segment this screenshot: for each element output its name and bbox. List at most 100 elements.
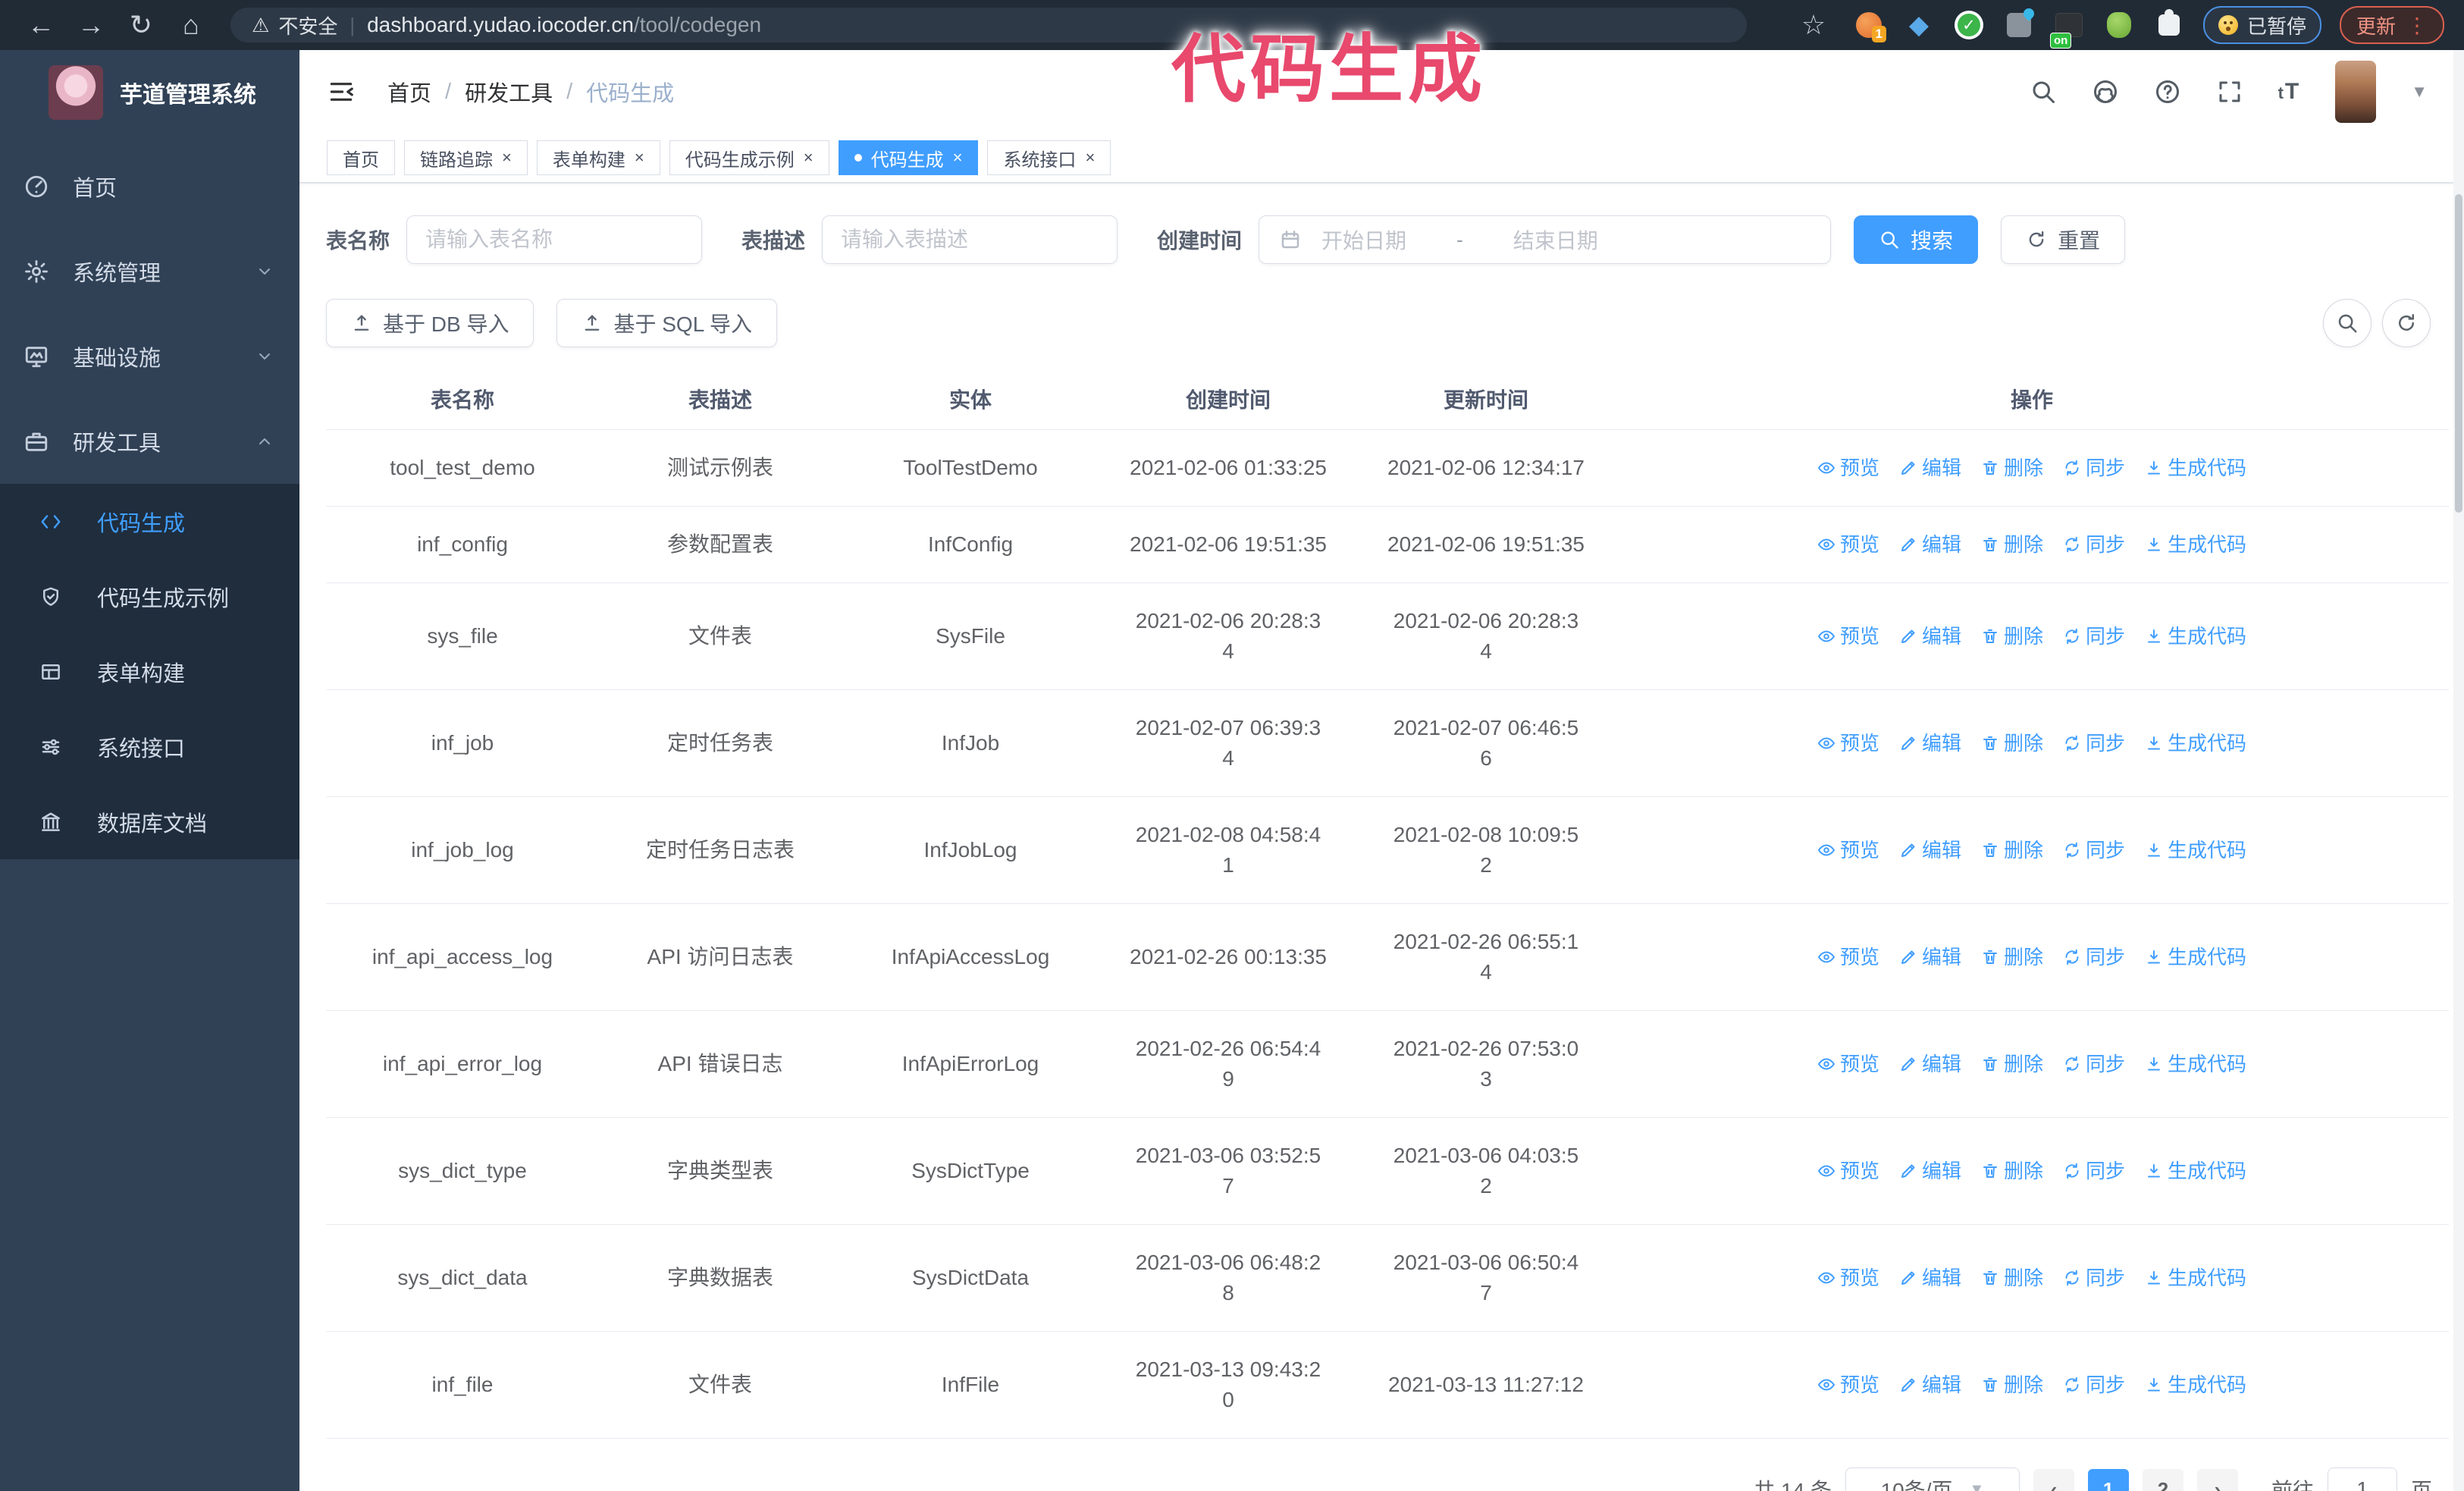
sidebar-subitem-3[interactable]: 系统接口 [0,709,299,784]
extension-dark-icon[interactable]: on [2049,9,2085,49]
github-icon[interactable] [2092,78,2119,105]
tab-0[interactable]: 首页 [327,140,395,175]
prev-page-button[interactable]: ‹ [2033,1469,2074,1491]
sidebar-item-3[interactable]: 研发工具 [0,399,299,484]
row-action-eye[interactable]: 预览 [1817,1370,1879,1400]
breadcrumb-item[interactable]: 研发工具 [465,82,553,106]
toggle-search-button[interactable] [2323,299,2372,347]
site-security[interactable]: ⚠ 不安全 [252,11,337,39]
row-action-eye[interactable]: 预览 [1817,835,1879,865]
date-range-picker[interactable]: 开始日期 - 结束日期 [1259,215,1832,264]
close-icon[interactable]: × [502,148,512,167]
next-page-button[interactable]: › [2196,1469,2238,1491]
row-action-eye[interactable]: 预览 [1817,1156,1879,1186]
row-action-delete[interactable]: 删除 [1981,529,2043,560]
table-name-input[interactable] [406,215,703,264]
sidebar-subitem-4[interactable]: 数据库文档 [0,784,299,859]
page-size-select[interactable]: 10条/页 ▼ [1845,1467,2020,1491]
sidebar-subitem-2[interactable]: 表单构建 [0,634,299,709]
scrollbar-thumb[interactable] [2455,194,2462,513]
close-icon[interactable]: × [803,148,813,167]
page-number-2[interactable]: 2 [2142,1469,2183,1491]
row-action-edit[interactable]: 编辑 [1899,1049,1961,1079]
sidebar-subitem-0[interactable]: 代码生成 [0,484,299,559]
tab-3[interactable]: 代码生成示例 × [669,140,829,175]
close-icon[interactable]: × [952,148,963,167]
fullscreen-icon[interactable] [2216,78,2243,105]
extension-puzzle-icon[interactable] [2153,9,2185,41]
row-action-download[interactable]: 生成代码 [2145,1156,2246,1186]
row-action-delete[interactable]: 删除 [1981,1156,2043,1186]
row-action-download[interactable]: 生成代码 [2145,1263,2246,1293]
recorder-paused-badge[interactable]: 已暂停 [2202,6,2321,44]
row-action-sync[interactable]: 同步 [2063,1263,2125,1293]
address-bar[interactable]: ⚠ 不安全 | dashboard.yudao.iocoder.cn/tool/… [230,8,1747,42]
browser-update-button[interactable]: 更新 ⋮ [2339,6,2444,44]
row-action-sync[interactable]: 同步 [2063,453,2125,483]
extension-drop-icon[interactable] [2003,9,2035,41]
row-action-eye[interactable]: 预览 [1817,1263,1879,1293]
search-icon[interactable] [2030,78,2057,105]
sidebar-subitem-1[interactable]: 代码生成示例 [0,559,299,634]
browser-menu-icon[interactable]: ⋮ [2406,13,2428,37]
row-action-download[interactable]: 生成代码 [2145,621,2246,651]
table-desc-input[interactable] [822,215,1118,264]
row-action-eye[interactable]: 预览 [1817,529,1879,560]
bookmark-star-icon[interactable]: ☆ [1801,9,1826,40]
font-size-icon[interactable]: tT [2277,79,2301,104]
import-sql-button[interactable]: 基于 SQL 导入 [556,299,778,347]
row-action-delete[interactable]: 删除 [1981,942,2043,972]
row-action-delete[interactable]: 删除 [1981,835,2043,865]
sidebar-item-1[interactable]: 系统管理 [0,229,299,314]
row-action-edit[interactable]: 编辑 [1899,529,1961,560]
row-action-delete[interactable]: 删除 [1981,728,2043,758]
app-logo-row[interactable]: 芋道管理系统 [0,50,299,133]
tab-5[interactable]: 系统接口 × [987,140,1111,175]
row-action-sync[interactable]: 同步 [2063,942,2125,972]
reset-button[interactable]: 重置 [2001,215,2126,264]
row-action-delete[interactable]: 删除 [1981,1370,2043,1400]
row-action-delete[interactable]: 删除 [1981,453,2043,483]
row-action-download[interactable]: 生成代码 [2145,728,2246,758]
sidebar-item-0[interactable]: 首页 [0,144,299,229]
row-action-eye[interactable]: 预览 [1817,942,1879,972]
row-action-download[interactable]: 生成代码 [2145,1370,2246,1400]
row-action-download[interactable]: 生成代码 [2145,835,2246,865]
row-action-edit[interactable]: 编辑 [1899,1370,1961,1400]
row-action-download[interactable]: 生成代码 [2145,529,2246,560]
extension-gem-icon[interactable]: ◆ [1908,11,1930,39]
row-action-delete[interactable]: 删除 [1981,621,2043,651]
home-icon[interactable]: ⌂ [183,9,199,40]
row-action-eye[interactable]: 预览 [1817,453,1879,483]
close-icon[interactable]: × [634,148,644,167]
chevron-down-icon[interactable]: ▼ [2411,82,2428,101]
row-action-edit[interactable]: 编辑 [1899,1156,1961,1186]
refresh-table-button[interactable] [2382,299,2431,347]
row-action-edit[interactable]: 编辑 [1899,942,1961,972]
row-action-download[interactable]: 生成代码 [2145,453,2246,483]
row-action-edit[interactable]: 编辑 [1899,621,1961,651]
tab-1[interactable]: 链路追踪 × [404,140,528,175]
row-action-sync[interactable]: 同步 [2063,835,2125,865]
row-action-sync[interactable]: 同步 [2063,1370,2125,1400]
tab-2[interactable]: 表单构建 × [536,140,660,175]
row-action-eye[interactable]: 预览 [1817,621,1879,651]
import-db-button[interactable]: 基于 DB 导入 [326,299,534,347]
row-action-edit[interactable]: 编辑 [1899,728,1961,758]
row-action-eye[interactable]: 预览 [1817,1049,1879,1079]
sidebar-item-2[interactable]: 基础设施 [0,314,299,399]
row-action-sync[interactable]: 同步 [2063,1049,2125,1079]
back-icon[interactable]: ← [27,9,55,40]
tab-4[interactable]: 代码生成 × [838,140,979,175]
row-action-sync[interactable]: 同步 [2063,1156,2125,1186]
extension-creature-icon[interactable] [2103,9,2135,41]
row-action-sync[interactable]: 同步 [2063,529,2125,560]
breadcrumb-item[interactable]: 首页 [387,82,432,106]
page-number-1[interactable]: 1 [2087,1469,2129,1491]
row-action-sync[interactable]: 同步 [2063,728,2125,758]
forward-icon[interactable]: → [77,9,105,40]
row-action-delete[interactable]: 删除 [1981,1049,2043,1079]
row-action-edit[interactable]: 编辑 [1899,1263,1961,1293]
row-action-delete[interactable]: 删除 [1981,1263,2043,1293]
row-action-edit[interactable]: 编辑 [1899,453,1961,483]
